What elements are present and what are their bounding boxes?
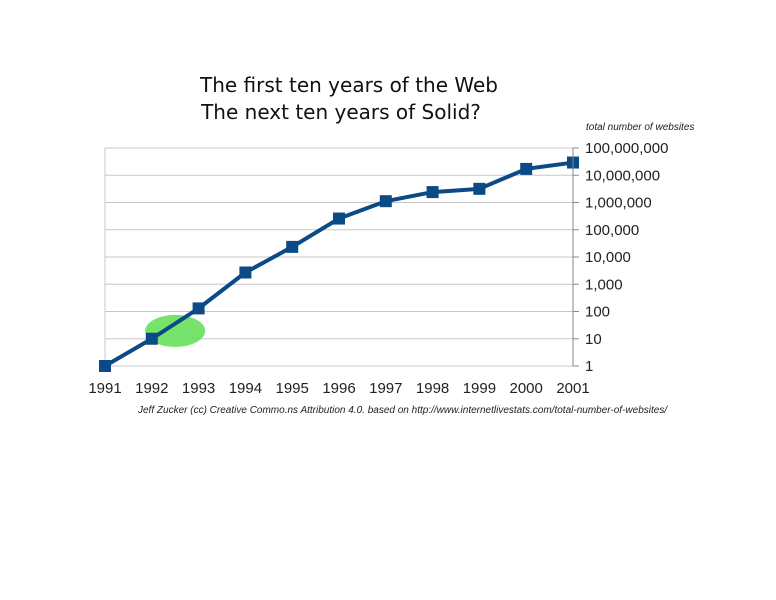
x-tick-label: 1995 xyxy=(276,380,309,397)
data-point-marker xyxy=(286,240,299,253)
x-tick-label: 1994 xyxy=(229,380,262,397)
x-tick-label: 1999 xyxy=(463,380,496,397)
x-axis: 1991 1992 1993 1994 1995 1996 1997 1998 1999 2000… xyxy=(88,380,589,397)
x-tick-label: 2000 xyxy=(510,380,543,397)
data-point-marker xyxy=(333,212,345,225)
y-axis-label: total number of websites xyxy=(586,122,694,133)
data-point-marker xyxy=(473,182,486,195)
data-point-marker xyxy=(379,195,392,208)
highlight-layer xyxy=(145,314,206,347)
chart-subtitle: The next ten years of Solid? xyxy=(200,100,481,124)
y-tick-label: 10,000,000 xyxy=(585,167,660,184)
x-tick-label: 1992 xyxy=(135,380,168,397)
series-layer xyxy=(99,156,579,372)
y-tick-label: 100 xyxy=(585,304,610,321)
y-tick-label: 10 xyxy=(585,331,602,348)
chart-title: The first ten years of the Web xyxy=(199,73,498,97)
x-tick-label: 1997 xyxy=(369,380,402,397)
x-tick-label: 1998 xyxy=(416,380,449,397)
y-tick-label: 100,000 xyxy=(585,222,639,239)
data-point-marker xyxy=(239,266,252,279)
y-tick-label: 1,000,000 xyxy=(585,195,652,212)
data-point-marker xyxy=(145,332,158,345)
data-point-marker xyxy=(99,360,111,372)
data-point-marker xyxy=(192,302,205,315)
y-axis: 1 10 100 1,000 10,000 100,000 1,000,000 10,000,… xyxy=(572,140,668,375)
credit-annotation: Jeff Zucker (cc) Creative Commo.ns Attri… xyxy=(137,405,668,416)
y-tick-label: 100,000,000 xyxy=(585,140,668,157)
y-tick-label: 10,000 xyxy=(585,249,631,266)
y-tick-label: 1,000 xyxy=(585,276,623,293)
x-tick-label: 1991 xyxy=(88,380,121,397)
x-tick-label: 1993 xyxy=(182,380,215,397)
y-tick-label: 1 xyxy=(585,358,593,375)
x-tick-label: 1996 xyxy=(322,380,355,397)
highlight-ellipse xyxy=(145,314,206,347)
data-point-marker xyxy=(520,162,533,175)
data-point-marker xyxy=(426,186,439,199)
x-tick-label: 2001 xyxy=(556,380,589,397)
